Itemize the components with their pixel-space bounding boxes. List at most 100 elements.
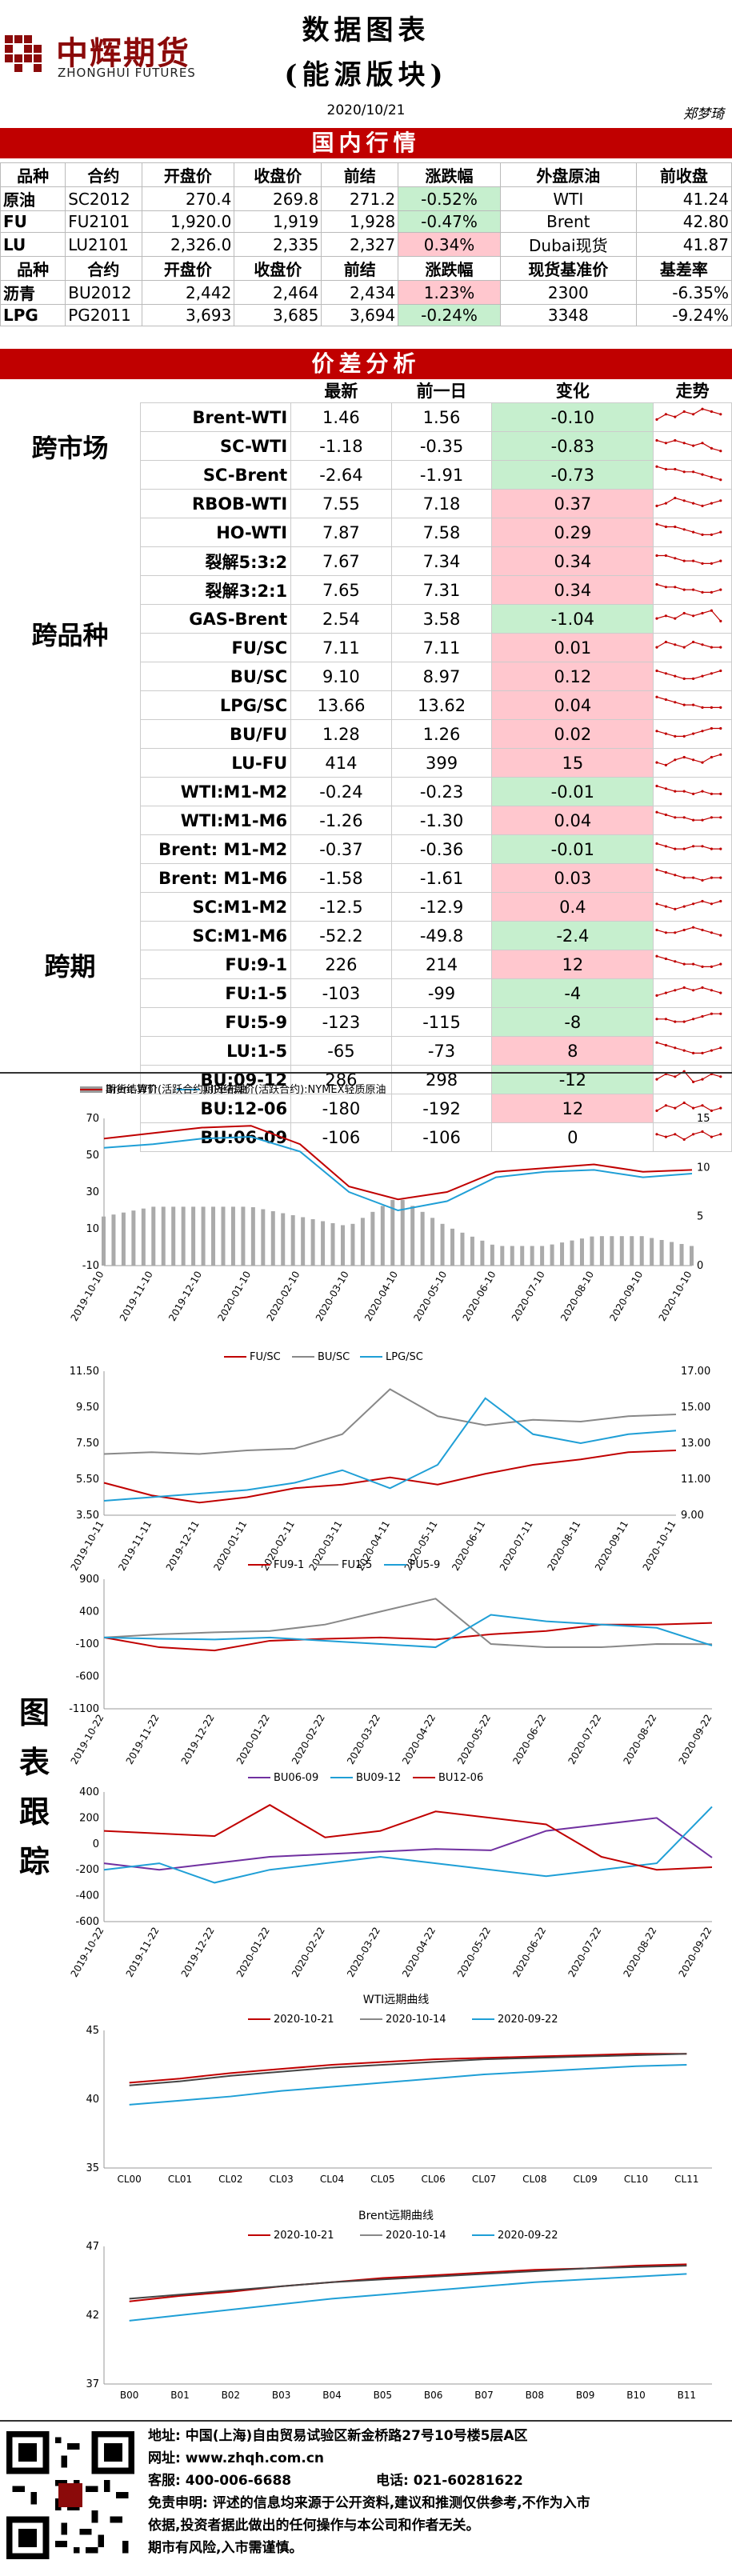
sparkline-point	[692, 470, 695, 474]
sparkline	[655, 1130, 722, 1141]
y2-tick-label: 5	[697, 1211, 703, 1223]
sparkline	[655, 784, 722, 795]
y-tick-label: 10	[86, 1223, 99, 1235]
bar-mark	[480, 1240, 485, 1266]
spread-change: -12	[491, 1065, 654, 1094]
sparkline-point	[692, 559, 695, 562]
sparkline-point	[692, 926, 695, 929]
footer-website: 网址: www.zhqh.com.cn	[148, 2450, 325, 2466]
x-tick-label: 2020-01-10	[215, 1270, 253, 1323]
bar-mark	[530, 1246, 534, 1266]
sparkline-point	[719, 499, 722, 502]
market-cell: WTI	[499, 186, 637, 211]
sparkline-line	[657, 1102, 722, 1112]
spread-prev: -12.9	[390, 892, 493, 922]
spread-latest: 226	[290, 950, 392, 979]
x-tick-label: CL02	[218, 2174, 242, 2185]
sparkline-point	[682, 588, 686, 591]
spread-change: 0.4	[491, 892, 654, 922]
sparkline-point	[674, 790, 677, 793]
sparkline-point	[682, 847, 686, 850]
sparkline-point	[655, 1078, 658, 1081]
sparkline-line	[657, 811, 722, 821]
spread-change: -0.01	[491, 834, 654, 864]
y-tick-label: 35	[86, 2162, 99, 2174]
sparkline-point	[674, 643, 677, 646]
bar-mark	[321, 1221, 326, 1266]
spread-latest: -2.64	[290, 460, 392, 490]
market-row: 原油 SC2012 270.4 269.8 271.2 -0.52% WTI 41.24	[0, 186, 732, 211]
spread-trend-cell	[653, 633, 732, 662]
spread-prev: 399	[390, 748, 493, 778]
sparkline-point	[682, 1101, 686, 1105]
spread-header-cell: 最新	[324, 381, 358, 401]
sparkline	[655, 522, 722, 536]
report-date: 2020/10/21	[326, 102, 406, 118]
sparkline	[655, 926, 722, 937]
market-row: LPG PG2011 3,693 3,685 3,694 -0.24% 3348 -9.24%	[0, 304, 732, 326]
sparkline-point	[655, 418, 658, 421]
spread-trend-cell	[653, 1036, 732, 1066]
bar-mark	[420, 1211, 425, 1266]
x-tick-label: 2020-03-10	[314, 1270, 351, 1323]
sparkline-point	[674, 525, 677, 529]
spread-latest: -103	[290, 978, 392, 1008]
sparkline-point	[701, 818, 704, 822]
spread-name: BU/FU	[139, 719, 292, 749]
sparkline-point	[710, 410, 714, 414]
x-tick-label: 2019-10-22	[69, 1713, 106, 1766]
spread-name: Brent-WTI	[139, 402, 292, 432]
sparkline-point	[665, 442, 668, 445]
spread-prev: 214	[390, 950, 493, 979]
x-tick-label: 2020-08-22	[622, 1713, 659, 1766]
sparkline-point	[674, 1106, 677, 1110]
sparkline-point	[655, 902, 658, 906]
series-line	[103, 1804, 713, 1871]
spread-prev: 3.58	[390, 604, 493, 634]
series-line	[129, 2064, 687, 2106]
sparkline-point	[674, 758, 677, 762]
sparkline	[655, 669, 722, 680]
spread-analysis-title: 价差分析	[0, 349, 732, 379]
spread-latest: -52.2	[290, 921, 392, 950]
spread-change: 15	[491, 748, 654, 778]
sparkline-point	[665, 413, 668, 416]
x-tick-label: 2020-02-22	[290, 1713, 327, 1766]
sparkline-point	[692, 588, 695, 591]
y2-tick-label: 9.00	[681, 1510, 704, 1522]
y-tick-label: 37	[86, 2378, 99, 2390]
market-header-cell: 前收盘	[635, 162, 732, 187]
bar-mark	[619, 1236, 624, 1266]
sparkline	[655, 465, 722, 482]
sparkline-line	[657, 926, 722, 936]
spread-trend-cell	[653, 1094, 732, 1123]
sparkline-line	[657, 1013, 722, 1022]
sparkline-point	[682, 962, 686, 966]
x-tick-label: 2020-06-22	[510, 1926, 548, 1978]
market-cell: 271.2	[321, 186, 399, 211]
legend-label: 期货结算价(活跃合约):NYMEX轻质原油	[202, 1083, 386, 1096]
sparkline-point	[692, 640, 695, 644]
market-cell: -9.24%	[635, 304, 732, 326]
x-tick-label: CL03	[269, 2174, 293, 2185]
sparkline	[655, 726, 722, 738]
sparkline-point	[692, 530, 695, 534]
sparkline	[655, 810, 722, 822]
sparkline-point	[719, 816, 722, 819]
sparkline-point	[674, 674, 677, 678]
market-cell: 41.87	[635, 232, 732, 257]
bar-mark	[400, 1199, 405, 1266]
bar-mark	[290, 1215, 295, 1266]
ratio-chart: FU/SC BU/SC LPG/SC 11.50 9.50 7.50 5.50 3.50 17.…	[69, 1351, 711, 1573]
x-tick-label: 2020-05-22	[455, 1926, 493, 1978]
sparkline-point	[701, 407, 704, 410]
sparkline-point	[692, 732, 695, 735]
sparkline-line	[657, 670, 722, 679]
bar-mark	[301, 1217, 306, 1266]
sparkline-line	[657, 869, 722, 882]
sparkline-point	[655, 465, 658, 468]
sparkline-line	[657, 641, 722, 648]
sparkline-point	[710, 931, 714, 934]
sparkline-point	[701, 590, 704, 594]
sparkline-point	[655, 810, 658, 814]
